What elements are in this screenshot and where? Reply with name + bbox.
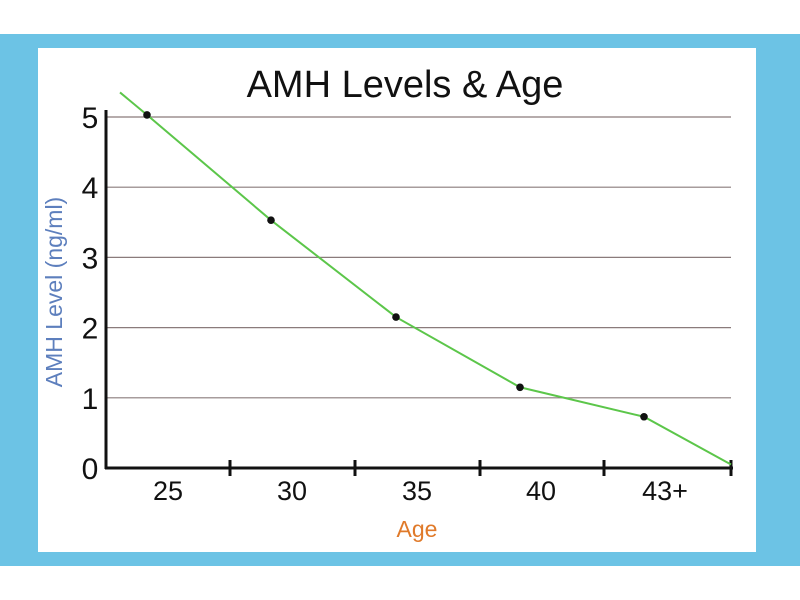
x-tick-label-1: 30 xyxy=(277,476,307,506)
axes xyxy=(104,110,733,476)
data-point-43+ xyxy=(640,412,648,421)
series-line xyxy=(119,91,732,466)
chart-title: AMH Levels & Age xyxy=(247,64,564,106)
y-tick-label-2: 2 xyxy=(82,313,99,346)
y-tick-label-0: 0 xyxy=(82,453,99,486)
y-tick-labels: 0 1 2 3 4 5 xyxy=(82,102,99,486)
y-tick-label-5: 5 xyxy=(82,102,99,135)
x-tick-label-3: 40 xyxy=(526,476,556,506)
y-tick-label-1: 1 xyxy=(82,383,99,416)
data-point-30 xyxy=(267,216,275,224)
data-point-25 xyxy=(143,111,151,119)
y-axis-label: AMH Level (ng/ml) xyxy=(41,197,67,387)
data-point-35 xyxy=(392,313,400,321)
x-tick-label-0: 25 xyxy=(153,476,183,506)
y-tick-label-4: 4 xyxy=(82,172,99,205)
series-group xyxy=(119,91,732,466)
data-point-40 xyxy=(516,383,524,392)
x-axis-label: Age xyxy=(397,516,438,542)
x-tick-label-2: 35 xyxy=(402,476,432,506)
gridlines xyxy=(106,116,731,399)
y-tick-label-3: 3 xyxy=(82,242,99,275)
x-tick-label-4: 43+ xyxy=(642,476,688,506)
x-tick-labels: 25 30 35 40 43+ xyxy=(153,476,688,506)
